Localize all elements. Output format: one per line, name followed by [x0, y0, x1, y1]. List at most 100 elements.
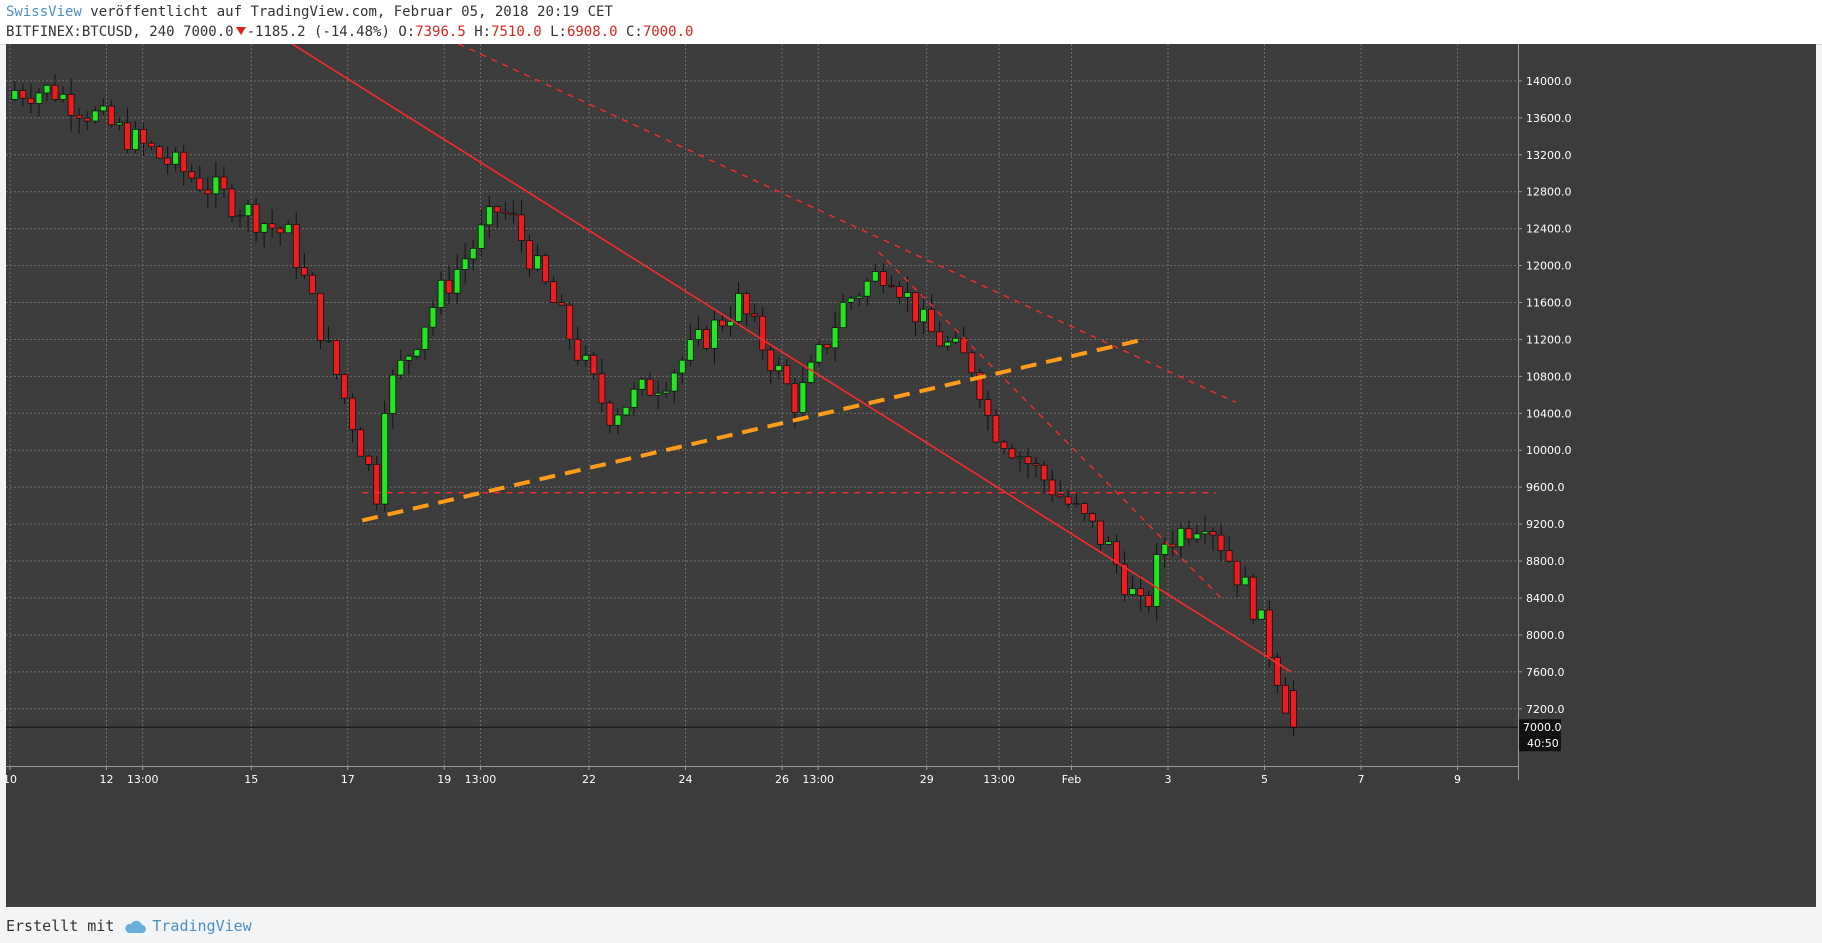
high-value: 7510.0	[491, 24, 542, 40]
candle-up	[405, 355, 413, 361]
candle-up	[871, 271, 879, 282]
footer-text: Erstellt mit TradingView	[6, 917, 252, 935]
candle-up	[381, 412, 389, 505]
candle-down	[317, 292, 324, 341]
candle-down	[1290, 690, 1297, 728]
trendlines-layer	[6, 43, 1518, 728]
candle-down	[83, 117, 91, 122]
candle-up	[904, 292, 911, 298]
candle-up	[244, 203, 252, 217]
candle-up	[43, 84, 51, 94]
time-axis[interactable]: 10 12 13:00 15 17 19 13:00 22 24 26 13:00 29 13:00 Fe…	[3, 766, 1518, 786]
chart-area[interactable]: 14000.0 13600.0 13200.0 12800.0 12400.0 12000…	[3, 43, 1816, 907]
candle-down	[879, 271, 887, 286]
candle-up	[1193, 533, 1201, 540]
candle-up	[469, 247, 477, 260]
created-with-label: Erstellt mit	[6, 917, 115, 935]
candle-up	[11, 90, 19, 100]
candle-down	[550, 281, 558, 303]
last-price: 7000.0	[183, 24, 234, 40]
candle-up	[831, 327, 839, 349]
candle-up	[815, 344, 823, 363]
candle-down	[1233, 560, 1241, 586]
candle-down	[1089, 513, 1096, 522]
price-axis[interactable]: 14000.0 13600.0 13200.0 12800.0 12400.0 12000…	[1518, 44, 1816, 907]
candle-up	[847, 297, 855, 303]
candle-up	[477, 224, 485, 249]
candle-up	[654, 392, 662, 396]
candle-down	[156, 146, 163, 159]
candle-down	[526, 240, 533, 270]
time-tick-label: 29	[920, 773, 934, 786]
symbol-label: BITFINEX:BTCUSD, 240	[6, 24, 175, 40]
candle-down	[1265, 609, 1273, 658]
price-tick-label: 12400.0	[1526, 223, 1572, 236]
candle-up	[91, 110, 99, 122]
candle-up	[325, 339, 332, 342]
resistance-dashed-upper	[458, 43, 1236, 403]
candle-up	[1177, 528, 1185, 548]
time-tick-label: 3	[1165, 773, 1172, 786]
time-tick-label: 19	[437, 773, 451, 786]
support-orange	[361, 337, 1145, 523]
candle-down	[558, 302, 566, 306]
candle-up	[284, 224, 292, 234]
candle-up	[212, 176, 220, 195]
price-tick-label: 8800.0	[1526, 555, 1565, 568]
time-tick-label: 10	[6, 773, 17, 786]
publisher-link[interactable]: SwissView	[6, 4, 82, 20]
candle-up	[863, 280, 871, 297]
candle-down	[1121, 563, 1128, 596]
candle-up	[461, 258, 469, 270]
candle-down	[67, 93, 75, 116]
candle-down	[1000, 441, 1008, 450]
price-chart[interactable]: 14000.0 13600.0 13200.0 12800.0 12400.0 12000…	[3, 43, 1816, 907]
candle-down	[204, 189, 212, 195]
candle-down	[751, 313, 759, 317]
time-tick-label: Feb	[1062, 773, 1081, 786]
time-tick-label: 24	[679, 773, 693, 786]
price-tick-label: 14000.0	[1526, 75, 1572, 88]
candle-down	[1282, 684, 1289, 714]
candle-down	[759, 315, 767, 351]
countdown-label: 40:50	[1527, 737, 1559, 750]
candle-down	[566, 304, 574, 340]
candle-down	[252, 203, 260, 233]
candle-up	[534, 255, 541, 270]
candle-up	[59, 93, 67, 100]
candle-down	[590, 354, 598, 375]
price-tick-label: 7600.0	[1526, 666, 1565, 679]
candle-down	[1064, 496, 1072, 505]
candle-down	[373, 463, 381, 505]
candle-up	[236, 215, 244, 218]
price-tick-label: 13200.0	[1526, 149, 1572, 162]
candle-up	[944, 341, 952, 347]
published-text: veröffentlicht auf TradingView.com, Febr…	[90, 4, 613, 20]
candle-up	[855, 295, 863, 299]
candle-down	[19, 90, 27, 99]
candle-down	[1185, 528, 1193, 540]
candle-up	[437, 279, 445, 308]
grid-lines	[6, 44, 1518, 766]
candle-down	[928, 308, 935, 333]
candle-up	[115, 122, 123, 126]
candle-down	[791, 383, 799, 413]
candle-up	[622, 406, 630, 416]
price-tick-label: 7200.0	[1526, 703, 1565, 716]
time-tick-label: 17	[341, 773, 355, 786]
candle-up	[638, 378, 646, 390]
candle-down	[349, 397, 356, 431]
candle-down	[51, 84, 59, 100]
candle-up	[670, 372, 678, 392]
price-tick-label: 12000.0	[1526, 260, 1572, 273]
candle-down	[300, 267, 308, 276]
candle-down	[976, 372, 984, 400]
candle-down	[188, 171, 196, 179]
candle-down	[148, 142, 155, 148]
tradingview-brand-link[interactable]: TradingView	[152, 917, 252, 935]
candle-down	[27, 97, 35, 104]
candle-down	[992, 414, 1000, 443]
candle-up	[920, 308, 927, 323]
candle-down	[542, 255, 549, 283]
time-tick-label: 13:00	[127, 773, 159, 786]
